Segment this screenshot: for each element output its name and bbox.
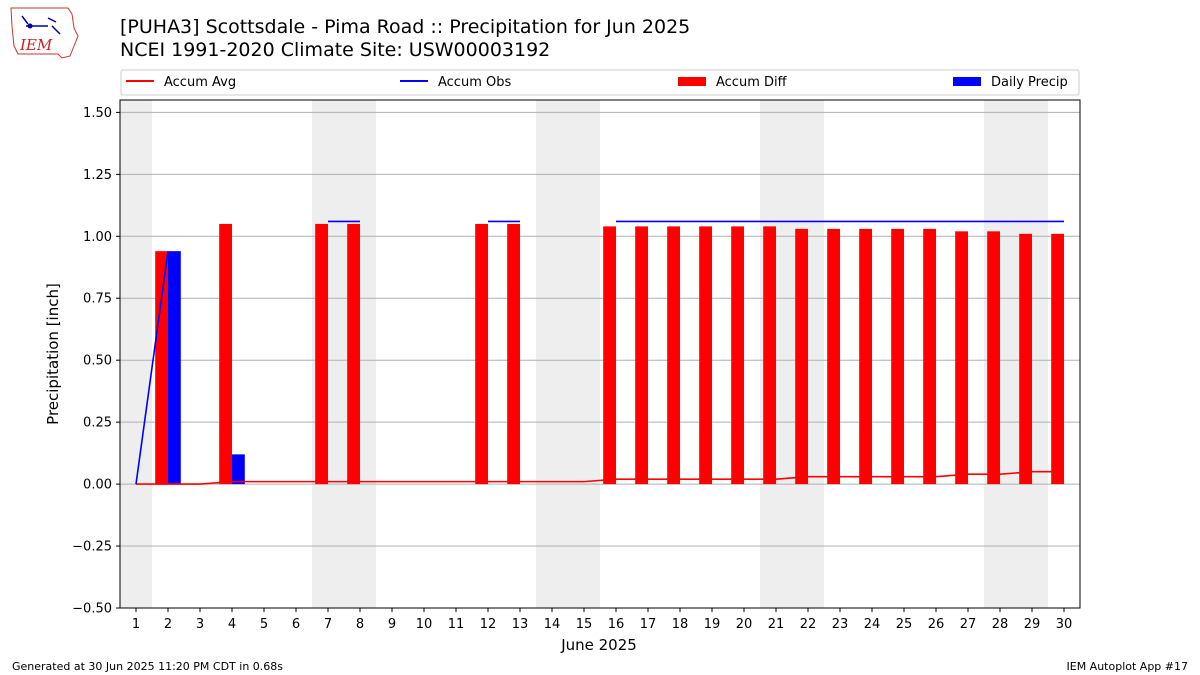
x-tick-label-27: 27 [960,617,977,632]
x-tick-label-13: 13 [512,617,529,632]
x-tick-label-19: 19 [704,617,721,632]
x-axis: 1 2 3 4 5 6 7 8 9 10 11 12 13 14 15 16 17 18 19 20 21 22 23 24 2… [132,608,1072,632]
accum-diff-bar-4 [219,223,232,485]
x-tick-label-2: 2 [164,617,172,632]
iem-logo-icon: IEM [10,7,79,59]
accum-diff-bar-7 [315,223,328,485]
footer-app: IEM Autoplot App #17 [1066,660,1189,673]
x-tick-label-28: 28 [992,617,1009,632]
accum-diff-bar-25 [891,228,904,485]
daily-precip-bar-2 [168,251,181,485]
x-tick-label-18: 18 [672,617,689,632]
y-tick-label-3: 0.25 [83,416,112,431]
y-tick-label-7: 1.25 [83,168,112,183]
accum-diff-bar-17 [635,226,648,485]
y-tick-label-5: 0.75 [83,292,112,307]
y-tick-label-8: 1.50 [83,106,112,121]
accum-diff-bar-18 [667,226,680,485]
y-tick-label-1: −0.25 [72,540,112,555]
legend-swatch-3 [953,77,981,86]
x-tick-label-21: 21 [768,617,785,632]
y-tick-label-6: 1.00 [83,230,112,245]
accum-diff-bar-19 [699,226,712,485]
plot-frame [119,99,1081,609]
legend: Accum Avg Accum Obs Accum Diff Daily Precip [120,69,1080,96]
y-tick-label-2: 0.00 [83,478,112,493]
legend-label-2: Accum Diff [716,75,788,90]
logo-text: IEM [19,36,53,54]
legend-box [120,69,1080,96]
x-tick-label-1: 1 [132,617,140,632]
y-tick-label-4: 0.50 [83,354,112,369]
accum-obs-line-0 [135,251,169,485]
accum-diff-bar-13 [507,223,520,485]
x-tick-label-29: 29 [1024,617,1041,632]
series-lines [135,220,1064,485]
weekend-shading [120,100,1048,608]
x-tick-label-20: 20 [736,617,753,632]
accum-diff-bar-24 [859,228,872,485]
x-tick-label-4: 4 [228,617,236,632]
x-tick-label-16: 16 [608,617,625,632]
legend-swatch-2 [678,77,706,86]
accum-diff-bar-12 [475,223,488,485]
weekend-band-0 [120,100,152,608]
x-tick-label-7: 7 [324,617,332,632]
accum-diff-bar-27 [955,231,968,485]
accum-diff-bar-30 [1051,233,1064,485]
x-tick-label-25: 25 [896,617,913,632]
accum-diff-bar-16 [603,226,616,485]
x-tick-label-14: 14 [544,617,561,632]
bars [155,223,1064,485]
accum-diff-bar-22 [795,228,808,485]
weekend-band-2 [536,100,600,608]
y-axis-label: Precipitation [inch] [44,283,62,425]
x-tick-label-3: 3 [196,617,204,632]
accum-diff-bar-23 [827,228,840,485]
daily-precip-bar-4 [232,454,245,485]
x-tick-label-15: 15 [576,617,593,632]
x-tick-label-24: 24 [864,617,881,632]
chart-title: [PUHA3] Scottsdale - Pima Road :: Precip… [120,16,691,38]
x-tick-label-26: 26 [928,617,945,632]
accum-diff-bar-29 [1019,233,1032,485]
x-tick-label-17: 17 [640,617,657,632]
accum-diff-bar-20 [731,226,744,485]
x-tick-label-6: 6 [292,617,300,632]
footer-generated: Generated at 30 Jun 2025 11:20 PM CDT in… [12,660,284,673]
x-tick-label-9: 9 [388,617,396,632]
x-axis-label: June 2025 [560,636,637,654]
accum-diff-bar-2 [155,251,168,485]
x-tick-label-22: 22 [800,617,817,632]
x-tick-label-30: 30 [1056,617,1073,632]
x-tick-label-5: 5 [260,617,268,632]
accum-avg-line-0 [136,470,1064,485]
accum-diff-bar-21 [763,226,776,485]
y-tick-label-0: −0.50 [72,602,112,617]
legend-label-0: Accum Avg [164,75,236,90]
chart-subtitle: NCEI 1991-2020 Climate Site: USW00003192 [120,39,551,61]
x-tick-label-12: 12 [480,617,497,632]
x-tick-label-8: 8 [356,617,364,632]
x-tick-label-10: 10 [416,617,433,632]
accum-diff-bar-26 [923,228,936,485]
y-axis: −0.50 −0.25 0.00 0.25 0.50 0.75 1.00 1.25 1.50 [72,106,120,617]
x-tick-label-11: 11 [448,617,465,632]
accum-diff-bar-8 [347,223,360,485]
x-tick-label-23: 23 [832,617,849,632]
accum-diff-bar-28 [987,231,1000,485]
legend-label-3: Daily Precip [991,75,1068,90]
legend-label-1: Accum Obs [438,75,511,90]
